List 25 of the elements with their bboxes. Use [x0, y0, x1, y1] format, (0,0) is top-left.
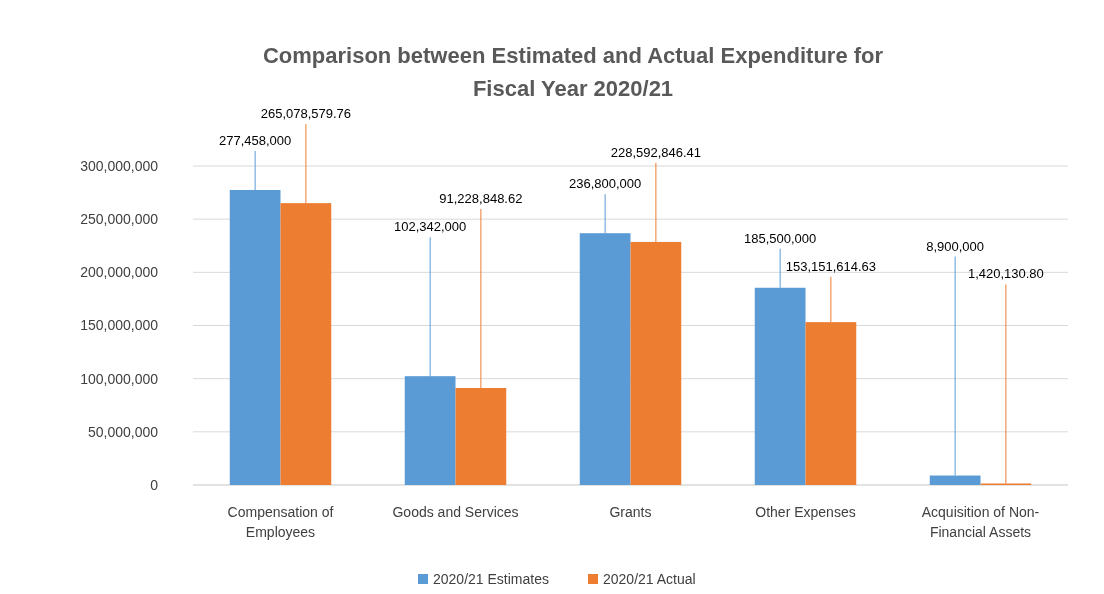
data-label: 153,151,614.63	[785, 258, 877, 274]
x-tick-label: Goods and Services	[392, 504, 519, 520]
x-tick-label: Acquisition of Non-Financial Assets	[921, 504, 1040, 540]
data-label: 265,078,579.76	[260, 106, 352, 122]
legend-label: 2020/21 Estimates	[433, 571, 549, 587]
chart-title: Comparison between Estimated and Actual Expenditure for Fiscal Year 2020/21	[262, 43, 884, 101]
x-tick-label: Other Expenses	[755, 504, 856, 520]
y-tick-label: 50,000,000	[87, 423, 159, 440]
legend-label: 2020/21 Actual	[603, 571, 696, 587]
y-tick-label: 150,000,000	[80, 317, 159, 334]
data-label: 228,592,846.41	[610, 144, 702, 160]
x-tick-label: Grants	[609, 504, 652, 520]
y-tick-label: 250,000,000	[80, 211, 159, 228]
y-tick-label: 0	[150, 476, 159, 493]
data-label: 236,800,000	[568, 176, 642, 192]
data-label: 185,500,000	[743, 230, 817, 246]
y-tick-label: 300,000,000	[80, 157, 159, 174]
y-tick-label: 200,000,000	[80, 264, 159, 281]
data-label: 91,228,848.62	[439, 190, 523, 206]
data-label: 277,458,000	[218, 132, 292, 148]
data-label: 102,342,000	[393, 219, 467, 235]
data-label: 1,420,130.80	[967, 266, 1044, 282]
data-label: 8,900,000	[926, 238, 985, 254]
x-tick-label: Compensation of Employees	[227, 504, 334, 540]
y-tick-label: 100,000,000	[80, 370, 159, 387]
